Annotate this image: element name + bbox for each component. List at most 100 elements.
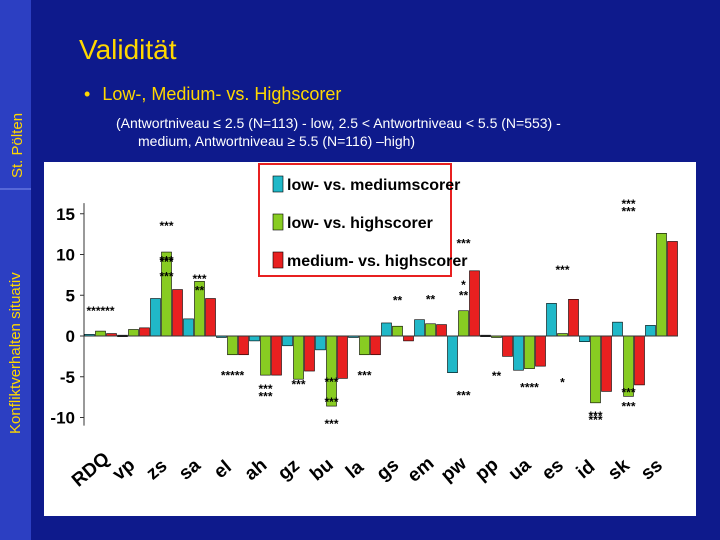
- significance-marker: ***: [159, 219, 173, 233]
- bar: [667, 241, 678, 337]
- significance-marker: ***: [258, 382, 272, 396]
- significance-marker: ***: [258, 389, 272, 403]
- bar: [568, 299, 579, 337]
- bar: [590, 335, 601, 404]
- significance-marker: ***: [621, 197, 635, 211]
- y-tick-label: 5: [66, 286, 75, 305]
- bar: [95, 330, 106, 337]
- significance-marker: **: [459, 288, 469, 302]
- bar: [249, 335, 260, 342]
- significance-marker: **: [393, 293, 403, 307]
- category-label: sa: [175, 455, 205, 485]
- significance-marker: ***: [588, 413, 602, 427]
- significance-marker: ***: [324, 375, 338, 389]
- bar: [447, 335, 458, 373]
- bar: [183, 318, 194, 337]
- category-label: el: [210, 457, 236, 483]
- category-label: la: [342, 456, 368, 483]
- slide-title: Validität: [79, 34, 177, 65]
- category-label: vp: [109, 455, 139, 485]
- significance-marker: ******: [86, 304, 114, 318]
- subtext-line1: (Antwortniveau ≤ 2.5 (N=113) - low, 2.5 …: [116, 115, 561, 131]
- bar: [238, 335, 249, 356]
- bullet-point: • Low-, Medium- vs. Highscorer: [84, 84, 341, 105]
- chart-box: 15 10 5 0 -5 -10 RDQ vp zs sa el ah gz bu la gs em pw pp ua…: [44, 162, 696, 516]
- bar: [271, 335, 282, 376]
- bar: [513, 335, 524, 371]
- category-label: em: [404, 453, 439, 487]
- bar: [656, 233, 667, 337]
- bar: [425, 323, 436, 337]
- bar: [634, 335, 645, 386]
- bar: [370, 335, 381, 356]
- bar: [535, 335, 546, 367]
- significance-marker: ***: [324, 395, 338, 409]
- side-bar-divider: [0, 188, 31, 190]
- bar: [304, 335, 315, 372]
- bar: [150, 298, 161, 337]
- bar: [359, 335, 370, 356]
- significance-marker: *: [560, 376, 565, 390]
- category-label: ua: [505, 454, 536, 485]
- category-label: gz: [274, 455, 304, 485]
- significance-marker: ***: [621, 399, 635, 413]
- legend-label: medium- vs. highscorer: [287, 253, 468, 270]
- legend-swatch: [272, 213, 284, 231]
- category-label: gs: [373, 455, 403, 485]
- y-tick-label: -10: [50, 409, 75, 428]
- significance-marker: ***: [192, 272, 206, 286]
- category-label: zs: [143, 455, 172, 484]
- category-label: sk: [604, 455, 634, 485]
- bar: [227, 335, 238, 356]
- legend-label: low- vs. mediumscorer: [287, 177, 460, 194]
- side-label-top: St. Pölten: [9, 112, 26, 178]
- significance-marker: ***: [159, 270, 173, 284]
- bar: [579, 335, 590, 343]
- side-label-bottom: Konfliktverhalten situativ: [7, 272, 24, 434]
- y-tick-label: 15: [56, 205, 75, 224]
- category-label: bu: [306, 454, 337, 485]
- y-tick-label: 0: [66, 327, 75, 346]
- significance-marker: **: [195, 284, 205, 298]
- bar: [502, 335, 513, 357]
- bar: [392, 325, 403, 337]
- bar: [381, 322, 392, 337]
- bar: [260, 335, 271, 376]
- bar: [436, 324, 447, 337]
- subtext-line2: medium, Antwortniveau ≥ 5.5 (N=116) –hig…: [138, 133, 416, 149]
- bar: [546, 303, 557, 337]
- significance-marker: ****: [520, 381, 539, 395]
- legend-swatch: [272, 251, 284, 269]
- category-label: pw: [437, 453, 471, 486]
- bar: [458, 310, 469, 337]
- bar: [469, 270, 480, 337]
- bar: [524, 335, 535, 369]
- bar: [128, 329, 139, 337]
- bar: [282, 335, 293, 347]
- legend-box: [258, 163, 452, 277]
- significance-marker: ***: [456, 236, 470, 250]
- bar: [172, 289, 183, 337]
- bar: [601, 335, 612, 392]
- significance-marker: ***: [456, 389, 470, 403]
- category-label: ss: [637, 455, 667, 485]
- significance-marker: **: [492, 369, 502, 383]
- y-tick-label: 10: [56, 246, 75, 265]
- significance-marker: ***: [621, 204, 635, 218]
- significance-marker: ***: [159, 255, 173, 269]
- side-bar: [0, 0, 31, 540]
- significance-marker: ***: [588, 409, 602, 423]
- significance-marker: ***: [291, 377, 305, 391]
- bar: [414, 319, 425, 337]
- bar: [337, 335, 348, 379]
- significance-marker: *****: [221, 368, 245, 382]
- bar: [403, 335, 414, 342]
- bullet-icon: •: [84, 84, 91, 104]
- bar: [612, 321, 623, 337]
- bar: [205, 298, 216, 337]
- significance-marker: ***: [357, 368, 371, 382]
- bar: [315, 335, 326, 351]
- significance-marker: *: [461, 278, 466, 292]
- significance-marker: ***: [324, 417, 338, 431]
